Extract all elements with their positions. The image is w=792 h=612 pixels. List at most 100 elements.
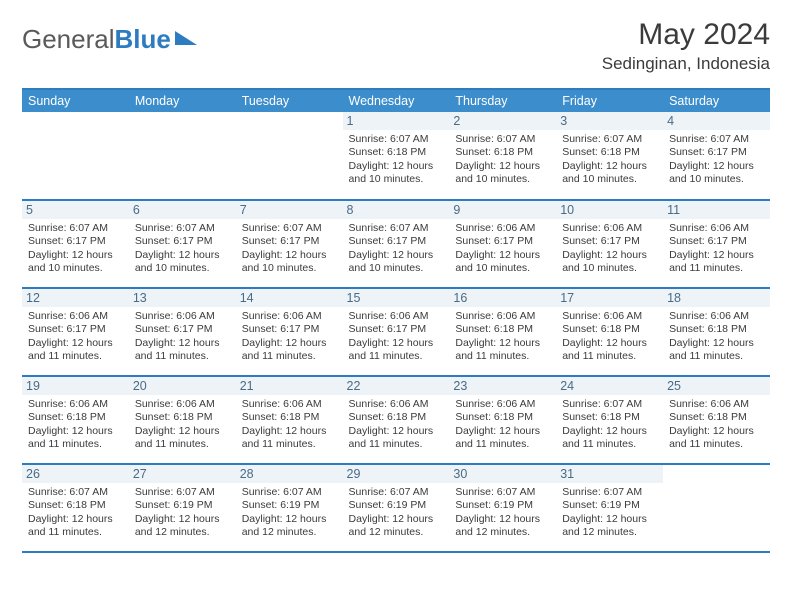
sunrise-line: Sunrise: 6:06 AM [455,222,550,235]
weekday-header-cell: Monday [129,90,236,112]
day-number: 9 [449,201,556,219]
sunset-line: Sunset: 6:17 PM [135,323,230,336]
day-details: Sunrise: 6:06 AMSunset: 6:18 PMDaylight:… [455,398,550,452]
day-details: Sunrise: 6:06 AMSunset: 6:17 PMDaylight:… [135,310,230,364]
day-number: 11 [663,201,770,219]
title-block: May 2024 Sedinginan, Indonesia [602,18,770,74]
weekday-header-cell: Saturday [663,90,770,112]
daylight-line: Daylight: 12 hours and 11 minutes. [28,513,123,540]
sunset-line: Sunset: 6:19 PM [135,499,230,512]
day-number: 4 [663,112,770,130]
logo-triangle-icon [175,31,197,45]
day-number: 10 [556,201,663,219]
daylight-line: Daylight: 12 hours and 10 minutes. [562,249,657,276]
calendar-day-cell: 29Sunrise: 6:07 AMSunset: 6:19 PMDayligh… [343,464,450,552]
day-details: Sunrise: 6:07 AMSunset: 6:17 PMDaylight:… [349,222,444,276]
calendar-day-cell: 9 Sunrise: 6:06 AMSunset: 6:17 PMDaylight… [449,200,556,288]
sunrise-line: Sunrise: 6:06 AM [135,310,230,323]
daylight-line: Daylight: 12 hours and 10 minutes. [349,249,444,276]
sunset-line: Sunset: 6:17 PM [28,323,123,336]
day-number: 7 [236,201,343,219]
sunrise-line: Sunrise: 6:06 AM [28,310,123,323]
sunset-line: Sunset: 6:18 PM [669,411,764,424]
day-details: Sunrise: 6:07 AMSunset: 6:18 PMDaylight:… [28,486,123,540]
daylight-line: Daylight: 12 hours and 11 minutes. [669,337,764,364]
calendar-day-cell: 16Sunrise: 6:06 AMSunset: 6:18 PMDayligh… [449,288,556,376]
daylight-line: Daylight: 12 hours and 11 minutes. [455,425,550,452]
day-details: Sunrise: 6:06 AMSunset: 6:18 PMDaylight:… [669,398,764,452]
day-number: 15 [343,289,450,307]
weekday-header-cell: Sunday [22,90,129,112]
daylight-line: Daylight: 12 hours and 10 minutes. [135,249,230,276]
calendar-weekday-header: SundayMondayTuesdayWednesdayThursdayFrid… [22,90,770,112]
calendar-week-row: 12Sunrise: 6:06 AMSunset: 6:17 PMDayligh… [22,288,770,376]
day-details: Sunrise: 6:06 AMSunset: 6:17 PMDaylight:… [28,310,123,364]
daylight-line: Daylight: 12 hours and 11 minutes. [242,337,337,364]
calendar-body: 1Sunrise: 6:07 AMSunset: 6:18 PMDaylight… [22,112,770,552]
calendar-day-cell: 4Sunrise: 6:07 AMSunset: 6:17 PMDaylight… [663,112,770,200]
calendar-day-cell: 3Sunrise: 6:07 AMSunset: 6:18 PMDaylight… [556,112,663,200]
calendar-day-cell: 24Sunrise: 6:07 AMSunset: 6:18 PMDayligh… [556,376,663,464]
calendar-day-cell: 25 Sunrise: 6:06 AMSunset: 6:18 PMDayligh… [663,376,770,464]
day-details: Sunrise: 6:06 AMSunset: 6:17 PMDaylight:… [455,222,550,276]
sunrise-line: Sunrise: 6:06 AM [669,310,764,323]
day-number: 5 [22,201,129,219]
calendar-day-cell: 1Sunrise: 6:07 AMSunset: 6:18 PMDaylight… [343,112,450,200]
daylight-line: Daylight: 12 hours and 12 minutes. [135,513,230,540]
day-number: 23 [449,377,556,395]
day-details: Sunrise: 6:07 AMSunset: 6:19 PMDaylight:… [242,486,337,540]
calendar-day-cell: 15Sunrise: 6:06 AMSunset: 6:17 PMDayligh… [343,288,450,376]
sunrise-line: Sunrise: 6:07 AM [669,133,764,146]
sunrise-line: Sunrise: 6:06 AM [562,310,657,323]
daylight-line: Daylight: 12 hours and 11 minutes. [349,425,444,452]
calendar-day-cell: 17Sunrise: 6:06 AMSunset: 6:18 PMDayligh… [556,288,663,376]
calendar-day-cell: 27Sunrise: 6:07 AMSunset: 6:19 PMDayligh… [129,464,236,552]
day-details: Sunrise: 6:06 AMSunset: 6:18 PMDaylight:… [455,310,550,364]
calendar-week-row: 19Sunrise: 6:06 AMSunset: 6:18 PMDayligh… [22,376,770,464]
sunrise-line: Sunrise: 6:07 AM [242,222,337,235]
calendar-day-cell: 18Sunrise: 6:06 AMSunset: 6:18 PMDayligh… [663,288,770,376]
logo-part1: General [22,24,115,54]
page-header: GeneralBlue May 2024 Sedinginan, Indones… [22,18,770,74]
calendar-week-row: 5Sunrise: 6:07 AMSunset: 6:17 PMDaylight… [22,200,770,288]
calendar-day-cell: 11 Sunrise: 6:06 AMSunset: 6:17 PMDayligh… [663,200,770,288]
location-label: Sedinginan, Indonesia [602,54,770,74]
day-details: Sunrise: 6:07 AMSunset: 6:18 PMDaylight:… [562,133,657,187]
day-number: 25 [663,377,770,395]
daylight-line: Daylight: 12 hours and 12 minutes. [562,513,657,540]
sunset-line: Sunset: 6:17 PM [349,323,444,336]
daylight-line: Daylight: 12 hours and 10 minutes. [562,160,657,187]
calendar-table: SundayMondayTuesdayWednesdayThursdayFrid… [22,90,770,553]
calendar-day-cell [663,464,770,552]
day-number: 26 [22,465,129,483]
calendar-day-cell: 7Sunrise: 6:07 AMSunset: 6:17 PMDaylight… [236,200,343,288]
sunrise-line: Sunrise: 6:07 AM [28,222,123,235]
sunrise-line: Sunrise: 6:07 AM [562,398,657,411]
calendar-day-cell: 26 Sunrise: 6:07 AMSunset: 6:18 PMDayligh… [22,464,129,552]
day-details: Sunrise: 6:06 AMSunset: 6:17 PMDaylight:… [669,222,764,276]
sunrise-line: Sunrise: 6:07 AM [242,486,337,499]
calendar-day-cell: 6Sunrise: 6:07 AMSunset: 6:17 PMDaylight… [129,200,236,288]
sunrise-line: Sunrise: 6:06 AM [28,398,123,411]
sunset-line: Sunset: 6:18 PM [455,146,550,159]
day-number: 21 [236,377,343,395]
sunrise-line: Sunrise: 6:06 AM [349,398,444,411]
sunrise-line: Sunrise: 6:07 AM [135,486,230,499]
calendar-day-cell: 31Sunrise: 6:07 AMSunset: 6:19 PMDayligh… [556,464,663,552]
daylight-line: Daylight: 12 hours and 11 minutes. [455,337,550,364]
calendar-day-cell: 23 Sunrise: 6:06 AMSunset: 6:18 PMDayligh… [449,376,556,464]
logo-text: GeneralBlue [22,24,171,55]
sunset-line: Sunset: 6:17 PM [135,235,230,248]
sunset-line: Sunset: 6:17 PM [455,235,550,248]
weekday-header-cell: Thursday [449,90,556,112]
day-number: 6 [129,201,236,219]
sunset-line: Sunset: 6:19 PM [562,499,657,512]
daylight-line: Daylight: 12 hours and 11 minutes. [669,249,764,276]
calendar-day-cell: 14Sunrise: 6:06 AMSunset: 6:17 PMDayligh… [236,288,343,376]
sunrise-line: Sunrise: 6:06 AM [242,310,337,323]
sunrise-line: Sunrise: 6:07 AM [28,486,123,499]
sunset-line: Sunset: 6:18 PM [28,499,123,512]
day-details: Sunrise: 6:07 AMSunset: 6:18 PMDaylight:… [455,133,550,187]
sunset-line: Sunset: 6:18 PM [562,411,657,424]
day-details: Sunrise: 6:06 AMSunset: 6:18 PMDaylight:… [349,398,444,452]
